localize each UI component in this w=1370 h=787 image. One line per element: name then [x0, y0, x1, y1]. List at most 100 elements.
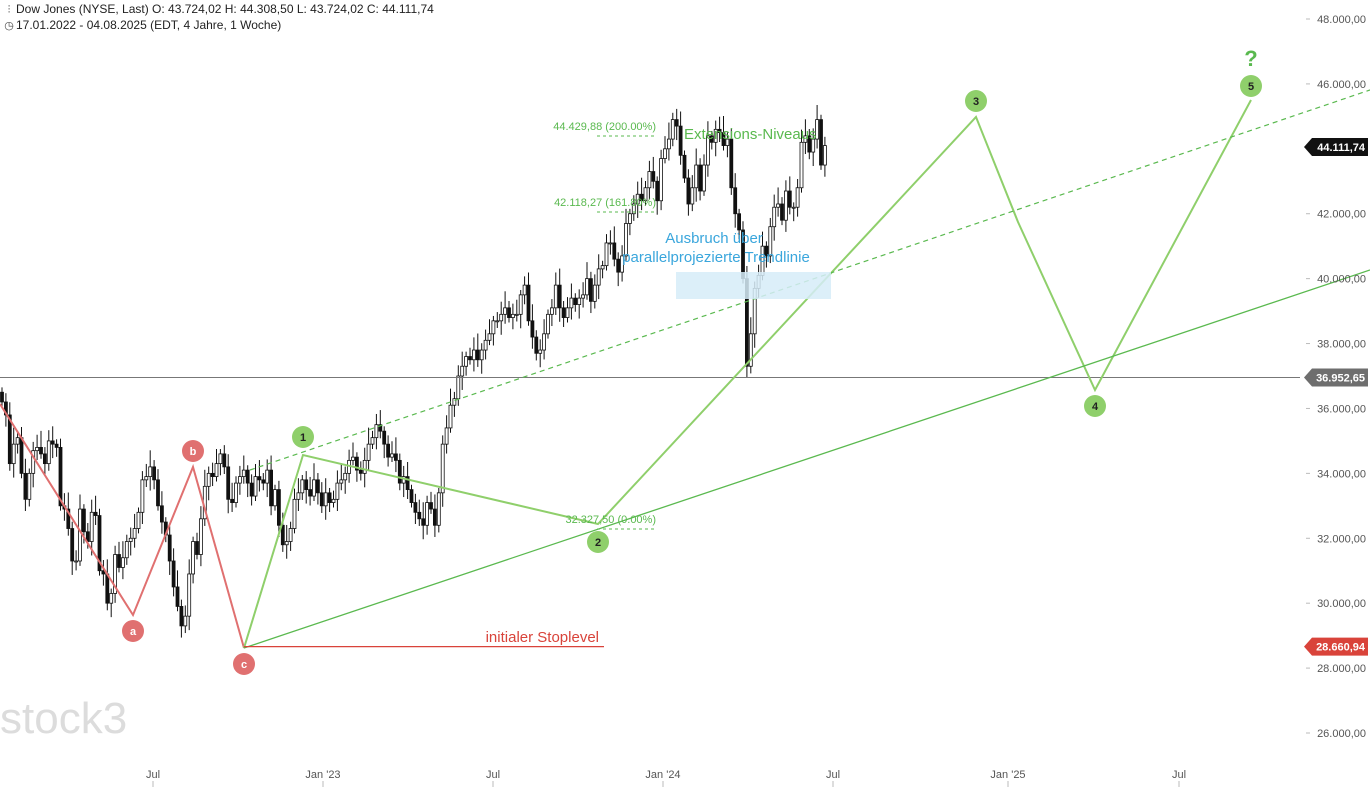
candle-down [534, 336, 539, 354]
candle-down [304, 479, 309, 490]
candle-up [510, 313, 515, 318]
candle-down [226, 466, 231, 500]
candle-up [550, 307, 554, 315]
header-range: ◷ 17.01.2022 - 04.08.2025 (EDT, 4 Jahre, … [2, 18, 281, 32]
candle-down [413, 502, 418, 513]
candle-up [132, 528, 137, 539]
candle-down [70, 528, 75, 562]
breakout-highlight-box [676, 272, 831, 299]
wave-badge [965, 90, 987, 112]
candle-down [397, 459, 402, 484]
candle-down [101, 570, 106, 575]
candle-up [542, 333, 546, 351]
candle-up [791, 206, 796, 209]
candle-up [109, 593, 114, 604]
trend-lines [0, 89, 1370, 649]
candle-down [230, 498, 235, 503]
candle-up [620, 255, 624, 273]
candle-down [409, 489, 414, 503]
candle-up [452, 398, 457, 406]
candle-up [499, 313, 504, 322]
candle-down [589, 278, 593, 302]
candle-up [690, 187, 695, 205]
y-tick-label: 40.000,00 [1317, 274, 1366, 286]
candle-up [600, 265, 605, 270]
candle-up [628, 213, 632, 224]
candle-up [647, 171, 652, 189]
candle-down [66, 508, 71, 529]
candle-up [663, 148, 667, 159]
candle-up [670, 119, 675, 140]
abc-badge [122, 620, 144, 642]
candle-down [421, 518, 426, 526]
candle-down [261, 479, 266, 484]
x-tick-label: Jul [1172, 769, 1186, 781]
wave-badge [1240, 75, 1262, 97]
candle-up [815, 119, 819, 140]
candle-down [308, 489, 313, 497]
candle-up [596, 268, 601, 286]
candle-up [706, 135, 710, 166]
candle-down [709, 135, 714, 143]
candle-up [667, 138, 671, 150]
price-tag-label: 44.111,74 [1317, 142, 1366, 154]
candle-down [315, 479, 320, 494]
candle-down [0, 391, 4, 403]
candle-up [292, 498, 297, 529]
candle-up [288, 528, 293, 542]
candle-up [343, 472, 348, 481]
candle-up [784, 190, 788, 221]
candle-up [273, 489, 277, 507]
y-tick-label: 26.000,00 [1317, 728, 1366, 740]
impulse-wave-line [243, 99, 1252, 649]
candle-down [807, 135, 812, 153]
candle-down [117, 554, 121, 568]
candle-up [136, 511, 141, 529]
candle-up [460, 365, 465, 377]
candle-up [370, 437, 375, 445]
candle-up [518, 294, 523, 315]
candle-up [823, 145, 827, 166]
fib-level-label: 42.118,27 (161.80%) [554, 197, 656, 209]
candle-down [195, 541, 199, 555]
wave-badge-label: 3 [973, 96, 979, 108]
candle-up [11, 443, 16, 465]
candle-down [733, 187, 738, 215]
abc-badge-label: b [190, 446, 197, 458]
candle-down [721, 132, 726, 146]
wave-badge [1084, 395, 1106, 417]
candle-up [234, 482, 238, 503]
y-tick-label: 38.000,00 [1317, 339, 1366, 351]
abc-badge-label: c [241, 659, 247, 671]
y-tick-label: 28.000,00 [1317, 663, 1366, 675]
candle-up [366, 443, 371, 461]
price-tag [1304, 138, 1368, 156]
candle-up [448, 404, 453, 429]
candle-up [27, 472, 32, 500]
candle-up [479, 349, 484, 361]
candle-up [659, 158, 663, 202]
candle-up [491, 320, 496, 335]
candle-down [475, 349, 480, 361]
candle-down [249, 482, 254, 497]
candle-up [214, 463, 219, 478]
wave-badge-label: 4 [1092, 401, 1099, 413]
candle-down [50, 440, 55, 445]
candle-down [39, 446, 43, 455]
candle-down [612, 242, 617, 260]
candle-up [331, 498, 336, 503]
candle-up [440, 443, 445, 494]
candle-down [651, 171, 656, 182]
candle-down [179, 606, 184, 627]
candle-down [23, 472, 28, 500]
candle-up [768, 226, 773, 257]
candle-down [327, 492, 332, 503]
candle-up [795, 187, 800, 208]
candle-up [237, 476, 242, 484]
candle-up [702, 164, 706, 192]
candle-down [507, 307, 511, 318]
candle-down [378, 424, 383, 432]
candle-up [35, 446, 39, 452]
candle-down [405, 476, 410, 490]
